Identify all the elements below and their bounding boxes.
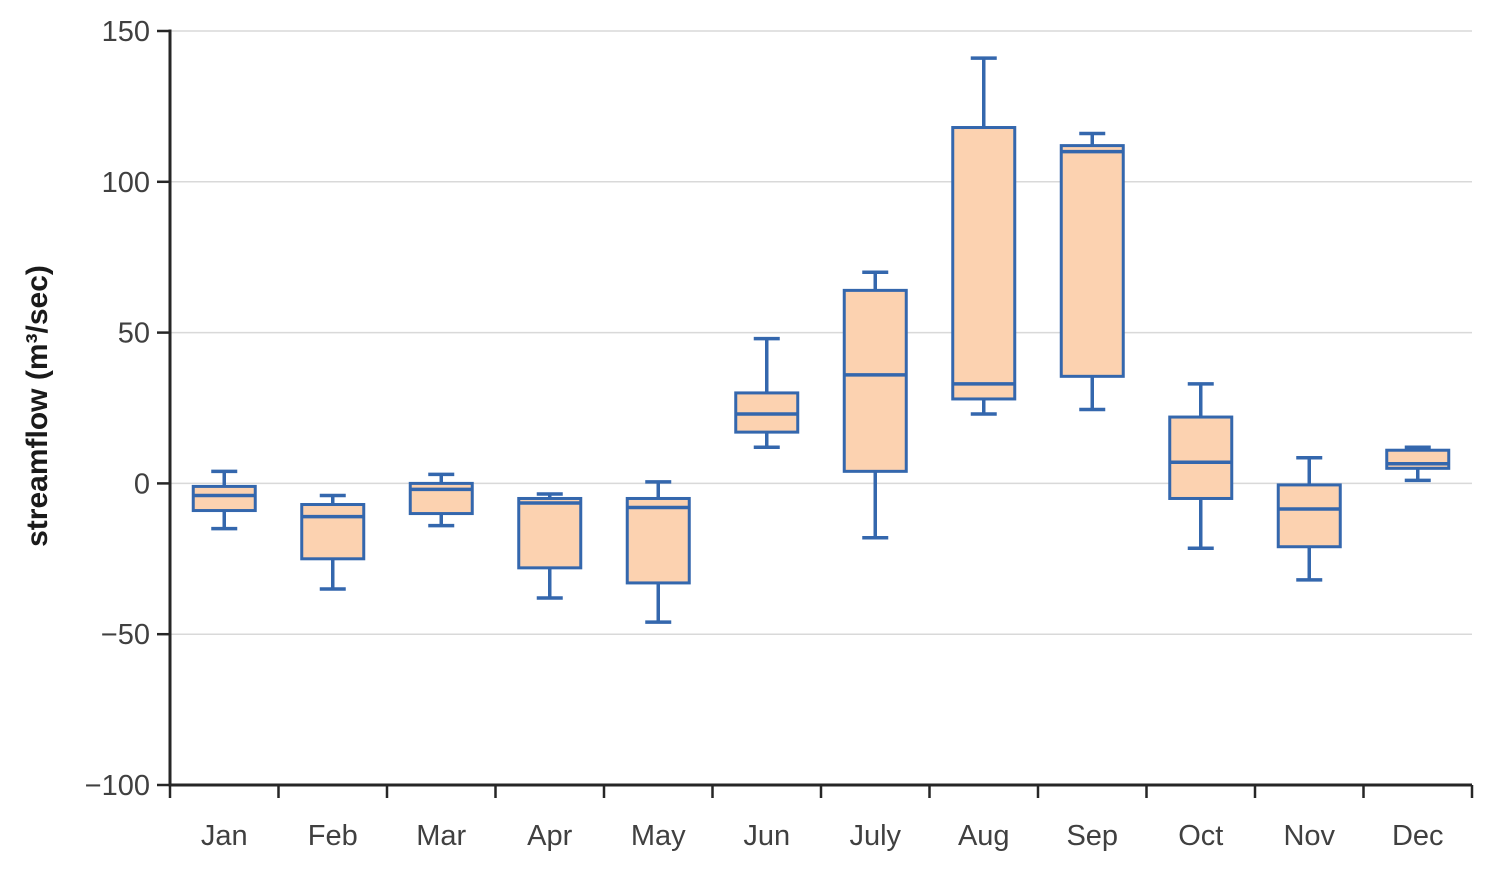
box-rect-sep <box>1059 144 1125 378</box>
x-category-label-nov: Nov <box>1283 820 1335 852</box>
box-rect-feb <box>300 503 366 561</box>
y-tick-label-150: 150 <box>102 16 150 48</box>
x-category-label-jan: Jan <box>201 820 248 852</box>
box-rect-oct <box>1168 415 1234 500</box>
x-category-label-apr: Apr <box>527 820 572 852</box>
box-rect-aug <box>951 126 1017 401</box>
box-rect-jan <box>191 484 257 513</box>
box-rect-may <box>625 496 691 585</box>
box-rect-dec <box>1385 448 1451 470</box>
box-rect-nov <box>1276 483 1342 549</box>
y-tick-label-50: 50 <box>118 318 150 350</box>
x-category-label-may: May <box>631 820 686 852</box>
x-category-label-jun: Jun <box>743 820 790 852</box>
y-tick-label--100: −100 <box>85 770 150 802</box>
x-category-label-mar: Mar <box>416 820 466 852</box>
y-tick-label-0: 0 <box>134 468 150 500</box>
box-rect-apr <box>517 496 583 570</box>
x-category-label-oct: Oct <box>1178 820 1223 852</box>
x-category-label-feb: Feb <box>308 820 358 852</box>
x-category-label-dec: Dec <box>1392 820 1444 852</box>
x-category-label-july: July <box>849 820 901 852</box>
x-category-label-sep: Sep <box>1066 820 1118 852</box>
y-tick-label--50: −50 <box>101 619 150 651</box>
y-axis-title: streamflow (m³/sec) <box>21 265 54 547</box>
y-tick-label-100: 100 <box>102 167 150 199</box>
x-category-label-aug: Aug <box>958 820 1010 852</box>
box-rect-july <box>842 288 908 473</box>
